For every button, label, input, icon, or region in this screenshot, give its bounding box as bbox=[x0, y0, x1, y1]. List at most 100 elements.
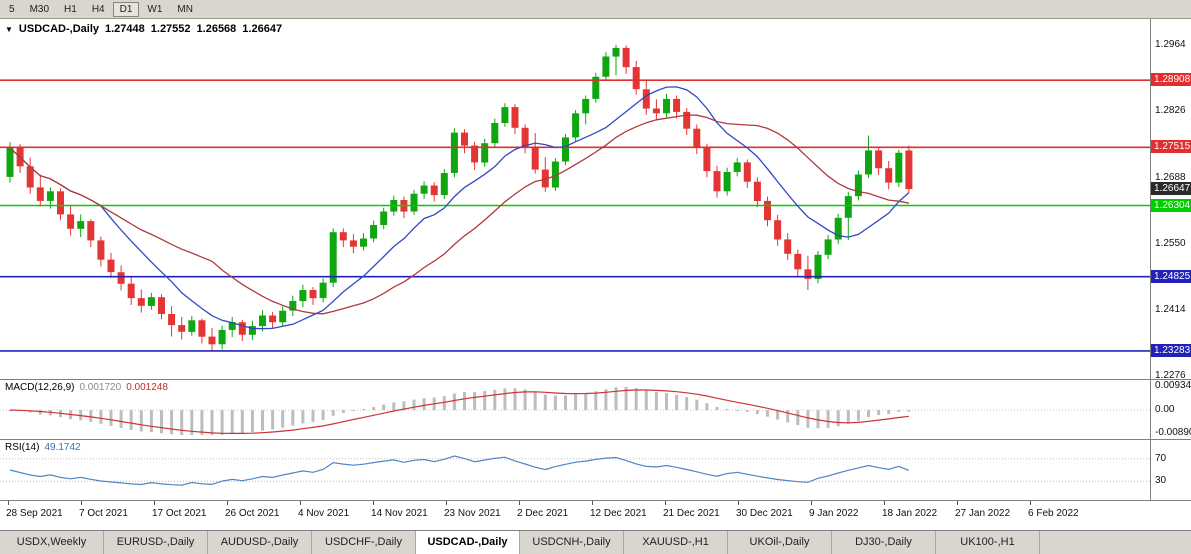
low-value: 1.26568 bbox=[196, 23, 237, 35]
timeframe-button-MN[interactable]: MN bbox=[177, 3, 193, 15]
timeframe-button-H1[interactable]: H1 bbox=[64, 3, 77, 15]
macd-histogram-bar bbox=[897, 410, 901, 412]
timeframe-button-M30[interactable]: M30 bbox=[29, 3, 50, 15]
macd-histogram-bar bbox=[503, 388, 507, 411]
rsi-axis-label: 30 bbox=[1155, 475, 1167, 487]
candle-down bbox=[461, 132, 468, 146]
price-axis-label: 1.2414 bbox=[1155, 303, 1186, 315]
candle-up bbox=[844, 196, 852, 218]
time-tick bbox=[227, 501, 228, 505]
candle-down bbox=[67, 214, 75, 229]
macd-histogram-bar bbox=[735, 410, 739, 412]
time-axis: 28 Sep 2021 7 Oct 2021 17 Oct 2021 26 Oct 2… bbox=[0, 501, 1191, 530]
candle-down bbox=[784, 239, 792, 254]
macd-histogram-bar bbox=[867, 410, 870, 418]
time-axis-label: 9 Jan 2022 bbox=[809, 508, 859, 519]
macd-main-value: 0.001720 bbox=[79, 382, 122, 393]
macd-histogram-bar bbox=[786, 410, 790, 423]
macd-histogram-bar bbox=[644, 390, 648, 411]
time-axis-label: 12 Dec 2021 bbox=[590, 508, 647, 519]
chart-tab-7[interactable]: UKOil-,Daily bbox=[728, 531, 832, 554]
macd-signal-value: 0.001248 bbox=[126, 382, 168, 393]
macd-histogram-bar bbox=[281, 410, 285, 428]
chart-tab-4[interactable]: USDCAD-,Daily bbox=[416, 531, 520, 554]
timeframe-button-H4[interactable]: H4 bbox=[91, 3, 105, 15]
macd-histogram-bar bbox=[766, 410, 769, 417]
rsi-name: RSI(14) bbox=[5, 442, 40, 453]
macd-axis: 0.009345 0.00 -0.00890 bbox=[1150, 380, 1191, 439]
candle-down bbox=[117, 272, 125, 284]
candle-down bbox=[238, 322, 246, 335]
macd-label: MACD(12,26,9) 0.001720 0.001248 bbox=[5, 382, 168, 393]
time-tick bbox=[154, 501, 155, 505]
macd-histogram-bar bbox=[210, 410, 214, 435]
macd-histogram-bar bbox=[180, 410, 184, 435]
candle-up bbox=[46, 191, 54, 201]
candle-up bbox=[895, 152, 903, 183]
macd-histogram-bar bbox=[634, 388, 638, 411]
chart-tab-9[interactable]: UK100-,H1 bbox=[936, 531, 1040, 554]
level-price-badge: 1.28908 bbox=[1151, 73, 1191, 87]
time-axis-label: 27 Jan 2022 bbox=[955, 508, 1011, 519]
candle-down bbox=[309, 290, 317, 299]
macd-histogram-bar bbox=[543, 394, 547, 411]
time-axis-label: 26 Oct 2021 bbox=[225, 508, 280, 519]
timeframe-button-W1[interactable]: W1 bbox=[147, 3, 163, 15]
time-tick bbox=[446, 501, 447, 505]
candle-down bbox=[885, 168, 893, 183]
chart-tab-6[interactable]: XAUUSD-,H1 bbox=[624, 531, 728, 554]
chart-tab-5[interactable]: USDCNH-,Daily bbox=[520, 531, 624, 554]
rsi-panel: RSI(14) 49.1742 70 30 bbox=[0, 440, 1191, 500]
macd-histogram-bar bbox=[523, 389, 527, 411]
candle-up bbox=[279, 310, 287, 323]
macd-histogram-bar bbox=[594, 391, 598, 411]
candle-down bbox=[87, 221, 95, 241]
candle-up bbox=[259, 315, 266, 327]
macd-histogram-bar bbox=[826, 410, 830, 428]
macd-histogram-bar bbox=[240, 410, 244, 434]
chart-tab-0[interactable]: USDX,Weekly bbox=[0, 531, 104, 554]
candle-down bbox=[511, 107, 519, 128]
candle-up bbox=[380, 211, 388, 225]
candle-down bbox=[349, 240, 357, 247]
macd-histogram-bar bbox=[230, 410, 234, 434]
panel-divider[interactable] bbox=[0, 439, 1191, 440]
macd-panel: MACD(12,26,9) 0.001720 0.001248 0.009345… bbox=[0, 380, 1191, 439]
price-axis: 1.2964 1.2826 1.2688 1.2550 1.2414 1.2276 1.28… bbox=[1150, 19, 1191, 379]
macd-histogram-bar bbox=[463, 392, 466, 411]
chart-tab-2[interactable]: AUDUSD-,Daily bbox=[208, 531, 312, 554]
candle-up bbox=[663, 98, 670, 114]
panel-divider[interactable] bbox=[0, 379, 1191, 380]
rsi-chart bbox=[0, 455, 1150, 486]
macd-histogram-bar bbox=[836, 410, 840, 427]
collapse-triangle-icon[interactable]: ▼ bbox=[5, 24, 13, 34]
candle-up bbox=[147, 297, 155, 306]
time-axis-label: 17 Oct 2021 bbox=[152, 508, 207, 519]
chart-tab-3[interactable]: USDCHF-,Daily bbox=[312, 531, 416, 554]
candle-up bbox=[360, 238, 367, 247]
macd-histogram-bar bbox=[725, 408, 729, 411]
chart-tab-1[interactable]: EURUSD-,Daily bbox=[104, 531, 208, 554]
timeframe-button-D1[interactable]: D1 bbox=[112, 1, 140, 17]
time-tick bbox=[519, 501, 520, 505]
macd-histogram-bar bbox=[109, 410, 113, 426]
symbol-label: USDCAD-,Daily bbox=[18, 23, 99, 35]
macd-histogram-bar bbox=[483, 391, 487, 411]
macd-histogram-bar bbox=[119, 410, 123, 428]
close-value: 1.26647 bbox=[242, 23, 283, 35]
macd-histogram-bar bbox=[38, 410, 42, 415]
candle-down bbox=[875, 150, 883, 169]
timeframe-button-5[interactable]: 5 bbox=[9, 3, 15, 15]
candle-up bbox=[319, 282, 327, 299]
macd-histogram-bar bbox=[574, 394, 578, 411]
time-tick bbox=[81, 501, 82, 505]
candle-up bbox=[501, 107, 509, 123]
macd-histogram-bar bbox=[220, 410, 224, 435]
candle-down bbox=[713, 171, 721, 192]
time-axis-label: 28 Sep 2021 bbox=[6, 508, 63, 519]
panel-divider[interactable] bbox=[0, 500, 1191, 501]
candle-up bbox=[582, 98, 590, 114]
chart-tab-8[interactable]: DJ30-,Daily bbox=[832, 531, 936, 554]
macd-histogram-bar bbox=[170, 410, 174, 435]
candle-down bbox=[430, 185, 438, 196]
